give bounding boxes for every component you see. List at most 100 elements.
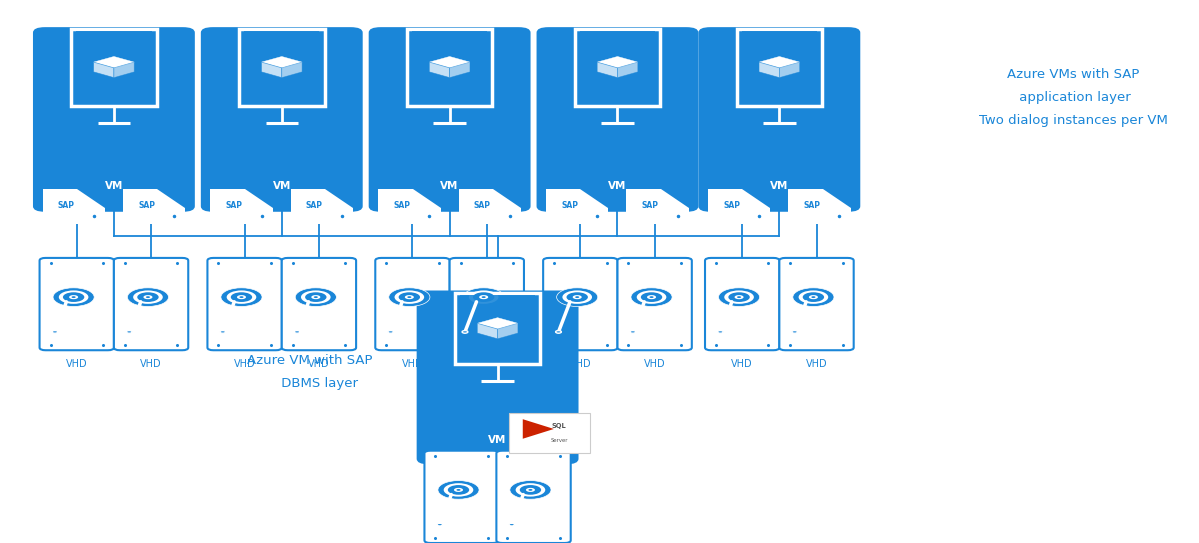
Polygon shape (661, 188, 688, 208)
Circle shape (388, 288, 430, 306)
FancyBboxPatch shape (617, 258, 692, 350)
Circle shape (312, 295, 320, 299)
Text: VHD: VHD (476, 359, 498, 369)
FancyBboxPatch shape (736, 29, 823, 105)
Polygon shape (759, 56, 800, 68)
Text: SAP: SAP (138, 201, 155, 210)
Polygon shape (429, 56, 470, 68)
Circle shape (144, 295, 152, 299)
Polygon shape (412, 188, 441, 208)
Circle shape (717, 331, 723, 333)
FancyBboxPatch shape (450, 258, 524, 350)
Circle shape (221, 288, 263, 306)
Polygon shape (450, 62, 470, 78)
Polygon shape (94, 62, 114, 78)
Circle shape (510, 481, 552, 499)
Polygon shape (282, 62, 302, 78)
Polygon shape (477, 323, 498, 339)
Circle shape (809, 295, 818, 299)
Circle shape (408, 296, 411, 298)
FancyBboxPatch shape (508, 413, 590, 453)
Polygon shape (597, 56, 638, 68)
Text: Azure VM with SAP
     DBMS layer: Azure VM with SAP DBMS layer (247, 354, 372, 390)
Circle shape (472, 292, 494, 302)
Circle shape (793, 288, 835, 306)
Polygon shape (493, 188, 520, 208)
Polygon shape (261, 56, 302, 68)
FancyBboxPatch shape (369, 27, 530, 212)
Polygon shape (759, 62, 779, 78)
Text: SAP: SAP (306, 201, 323, 210)
Circle shape (454, 488, 463, 492)
Polygon shape (498, 323, 518, 339)
Circle shape (462, 331, 468, 333)
FancyBboxPatch shape (458, 188, 520, 224)
Circle shape (133, 291, 163, 304)
FancyBboxPatch shape (574, 29, 661, 105)
Text: SAP: SAP (393, 201, 410, 210)
Circle shape (436, 523, 442, 526)
Polygon shape (325, 188, 353, 208)
FancyBboxPatch shape (40, 258, 114, 350)
Polygon shape (580, 188, 609, 208)
Circle shape (394, 291, 424, 304)
FancyBboxPatch shape (211, 188, 272, 224)
FancyBboxPatch shape (114, 258, 188, 350)
Circle shape (447, 485, 469, 495)
Circle shape (526, 488, 535, 492)
Circle shape (469, 291, 499, 304)
Circle shape (59, 291, 89, 304)
Text: Server: Server (550, 438, 568, 443)
Circle shape (70, 295, 78, 299)
Text: VM: VM (272, 181, 291, 191)
Circle shape (566, 292, 588, 302)
Circle shape (519, 485, 541, 495)
Circle shape (735, 295, 743, 299)
Text: VHD: VHD (731, 359, 753, 369)
FancyBboxPatch shape (290, 188, 353, 224)
Circle shape (724, 291, 754, 304)
Circle shape (398, 292, 420, 302)
Polygon shape (742, 188, 771, 208)
Polygon shape (429, 62, 450, 78)
Text: VHD: VHD (644, 359, 665, 369)
Circle shape (230, 292, 252, 302)
Polygon shape (823, 188, 851, 208)
Circle shape (629, 331, 635, 333)
Circle shape (812, 296, 815, 298)
Circle shape (227, 291, 257, 304)
FancyBboxPatch shape (705, 258, 779, 350)
Circle shape (529, 489, 532, 491)
FancyBboxPatch shape (123, 188, 185, 224)
FancyBboxPatch shape (417, 291, 578, 464)
Text: VHD: VHD (66, 359, 88, 369)
FancyBboxPatch shape (537, 27, 698, 212)
Polygon shape (477, 318, 518, 329)
FancyBboxPatch shape (742, 31, 817, 103)
Polygon shape (523, 419, 554, 439)
Circle shape (146, 296, 150, 298)
FancyBboxPatch shape (626, 188, 688, 224)
Text: VM: VM (488, 435, 507, 445)
Circle shape (555, 331, 561, 333)
Circle shape (72, 296, 76, 298)
Text: VM: VM (608, 181, 627, 191)
Circle shape (457, 489, 460, 491)
FancyBboxPatch shape (707, 188, 771, 224)
Text: VHD: VHD (806, 359, 827, 369)
Circle shape (438, 481, 480, 499)
Text: SAP: SAP (561, 201, 578, 210)
Text: SAP: SAP (723, 201, 740, 210)
Circle shape (737, 296, 741, 298)
Circle shape (294, 331, 300, 333)
Circle shape (480, 295, 488, 299)
Circle shape (650, 296, 653, 298)
Text: SAP: SAP (58, 201, 74, 210)
Polygon shape (597, 62, 617, 78)
Circle shape (463, 288, 505, 306)
Circle shape (802, 292, 824, 302)
Circle shape (301, 291, 331, 304)
FancyBboxPatch shape (698, 27, 861, 212)
Circle shape (576, 296, 579, 298)
FancyBboxPatch shape (496, 451, 571, 543)
